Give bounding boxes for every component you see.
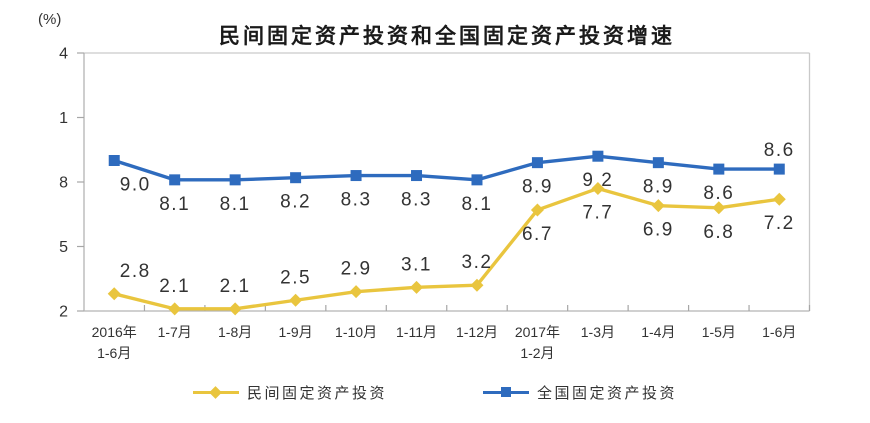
private-investment-marker [470,278,484,292]
national-investment-marker [108,155,120,166]
national-investment-data-label: 8.2 [280,192,311,213]
legend-item-private-investment: 民间固定资产投资 [192,382,387,403]
y-axis-tick-label: 4 [59,46,68,63]
private-investment-data-label: 2.5 [280,267,311,288]
national-investment-marker [713,163,725,175]
national-investment-data-label: 8.3 [341,190,372,211]
private-investment-marker [772,192,786,206]
national-investment-marker [592,150,604,162]
x-axis-label: 2017年 1-2月 [515,324,560,361]
legend-marker [209,385,223,399]
y-axis-tick-label: 5 [59,239,68,256]
national-investment-data-label: 9.2 [582,170,613,191]
national-investment-marker [169,174,181,186]
private-investment-data-label: 6.7 [522,224,553,245]
private-investment-marker [349,285,363,299]
x-axis-label: 2016年 1-6月 [92,324,137,361]
national-investment-data-label: 8.9 [643,177,674,198]
x-axis-label: 1-6月 [762,324,796,340]
private-investment-marker [651,199,665,213]
national-investment-marker [290,172,302,184]
national-investment-data-label: 8.1 [159,194,190,215]
x-axis-label: 1-5月 [702,324,736,340]
legend-label: 全国固定资产投资 [537,384,678,402]
square-marker-icon [483,386,529,398]
private-investment-data-label: 2.9 [341,259,372,280]
y-axis-tick-label: 8 [59,175,68,192]
legend-marker [501,387,511,397]
national-investment-data-label: 9.0 [120,175,151,196]
national-investment-marker [652,157,664,169]
private-investment-marker [530,203,544,217]
private-investment-data-label: 3.1 [401,254,432,275]
legend: 民间固定资产投资 全国固定资产投资 [0,380,870,404]
private-investment-marker [168,302,182,316]
x-axis-label: 1-8月 [218,324,252,340]
national-investment-marker [531,157,543,169]
private-investment-data-label: 2.1 [220,276,251,297]
national-investment-marker [471,174,483,186]
x-axis-label: 1-4月 [641,324,675,340]
x-axis-label: 1-11月 [396,324,437,340]
private-investment-marker [228,302,242,316]
y-axis-tick-label: 2 [59,304,68,321]
y-axis-unit-label: (%) [38,11,62,28]
national-investment-marker [350,170,362,182]
national-investment-data-label: 8.3 [401,190,432,211]
national-investment-data-label: 8.6 [764,140,795,161]
national-investment-marker [773,163,785,175]
national-investment-marker [411,170,423,182]
x-axis-label: 1-7月 [158,324,192,340]
private-investment-data-label: 7.2 [764,213,795,234]
x-axis-label: 1-12月 [456,324,498,340]
y-axis-tick-label: 1 [59,110,68,127]
private-investment-data-label: 2.8 [120,261,151,282]
x-axis-label: 1-10月 [335,324,377,340]
national-investment-data-label: 8.1 [462,194,493,215]
private-investment-marker [591,181,605,195]
private-investment-line [113,186,780,311]
chart-title: 民间固定资产投资和全国固定资产投资增速 [219,25,675,48]
private-investment-marker [107,287,121,301]
private-investment-marker [712,201,726,215]
diamond-marker-icon [192,385,239,399]
legend-item-national-investment: 全国固定资产投资 [483,382,677,403]
private-investment-data-label: 7.7 [582,202,613,223]
private-investment-marker [410,280,424,294]
private-investment-data-label: 6.8 [703,222,734,243]
private-investment-data-label: 2.1 [159,276,190,297]
private-investment-data-label: 3.2 [462,252,493,273]
national-investment-data-label: 8.1 [220,194,251,215]
national-investment-marker [229,174,241,186]
national-investment-data-label: 8.9 [522,177,553,198]
private-investment-data-label: 6.9 [643,220,674,241]
x-axis-label: 1-3月 [581,324,615,340]
x-axis-label: 1-9月 [278,324,312,340]
private-investment-marker [289,293,303,307]
national-investment-line [113,154,780,182]
legend-label: 民间固定资产投资 [246,384,387,402]
national-investment-data-label: 8.6 [703,183,734,204]
